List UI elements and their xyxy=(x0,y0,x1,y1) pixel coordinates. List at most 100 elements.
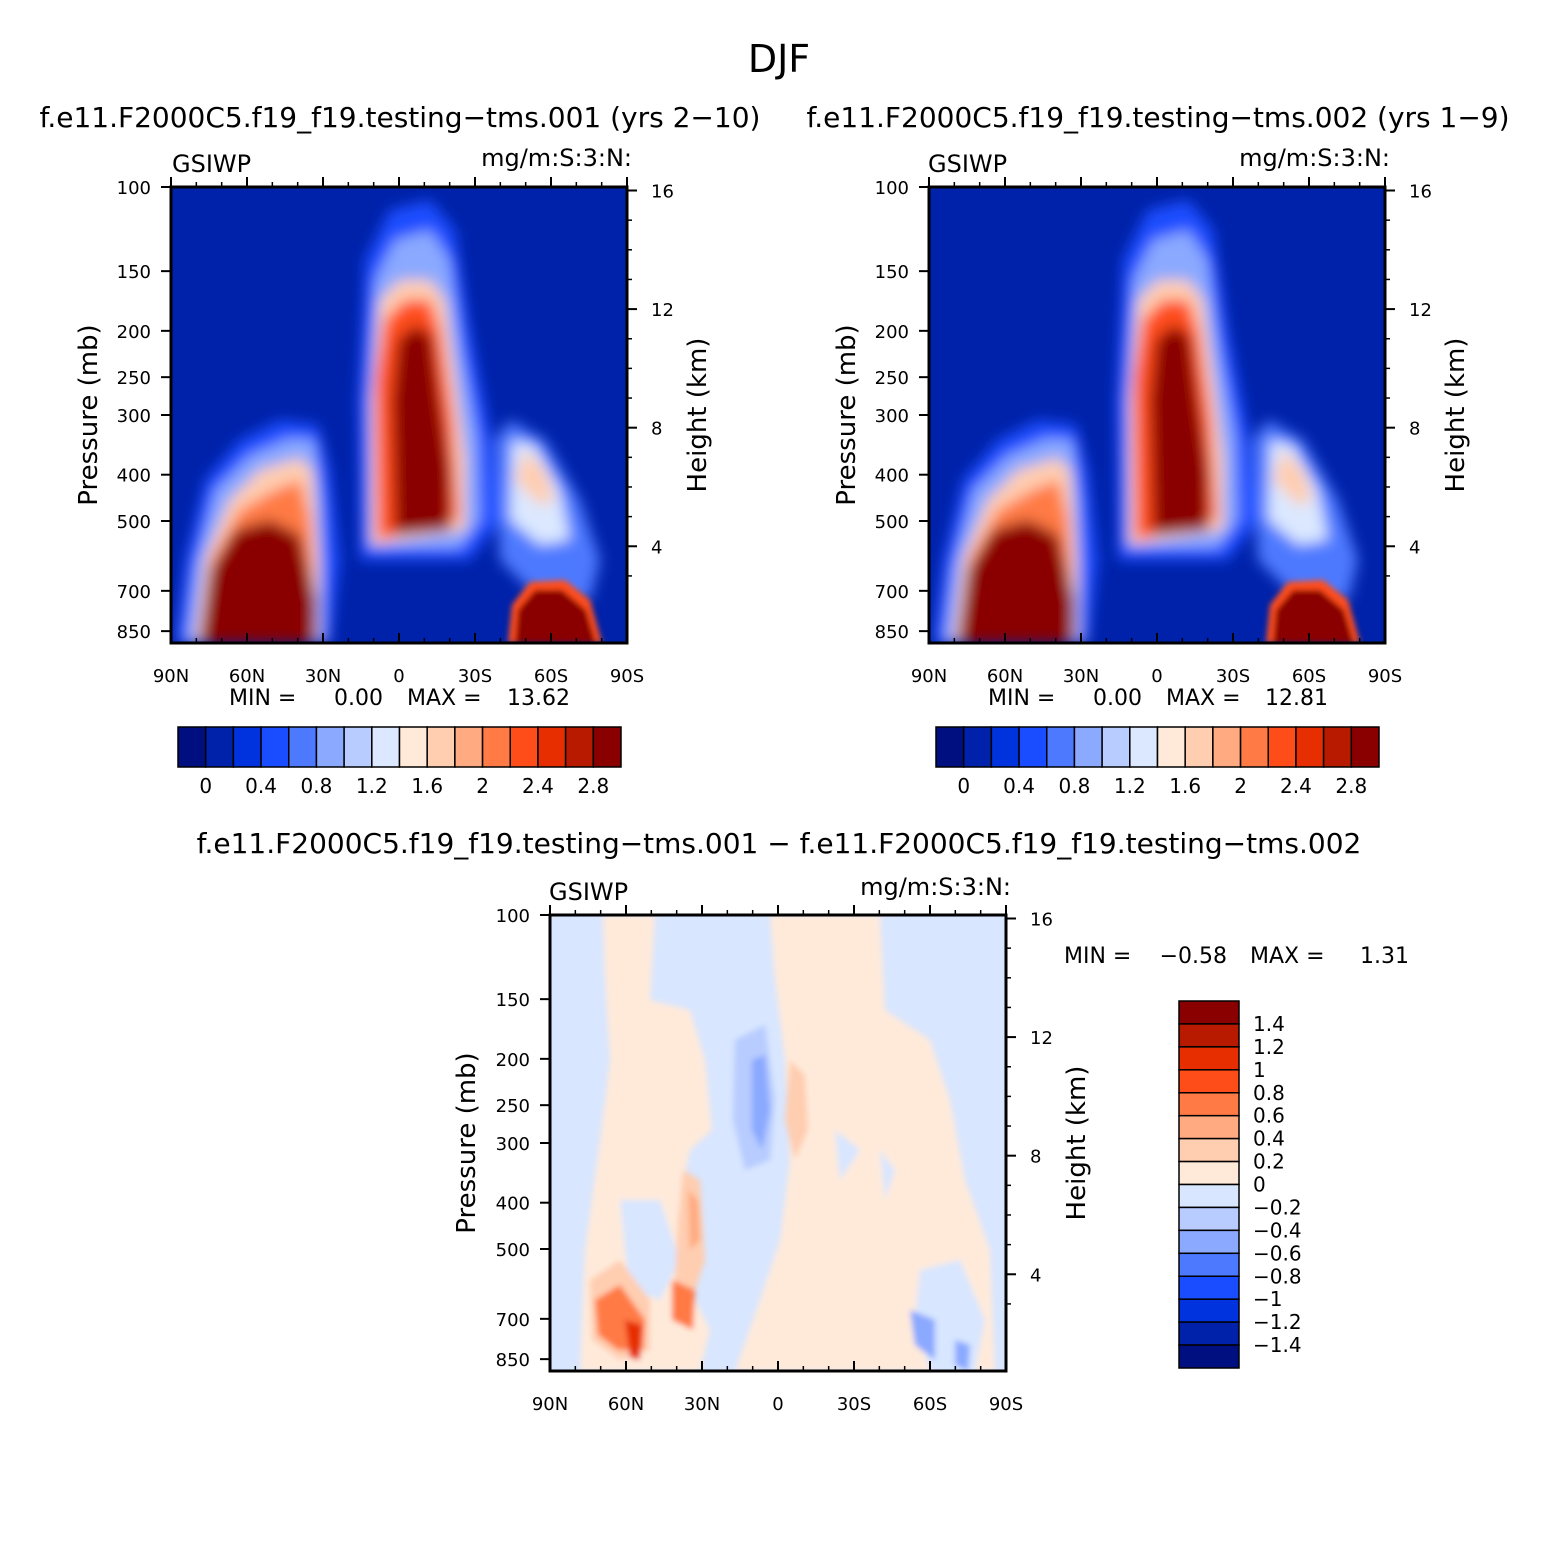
colorbar-box xyxy=(1178,1023,1240,1048)
colorbar-label: 2.8 xyxy=(577,774,609,798)
panel-a-colorbar: 0 0.4 0.8 1.2 1.6 2 2.4 2.8 xyxy=(177,726,622,798)
panel-b-ylabel-right: Height (km) xyxy=(1441,338,1471,493)
colorbar-box xyxy=(1350,726,1380,768)
y-tick-label: 100 xyxy=(496,906,530,927)
x-tick-label: 30N xyxy=(305,666,341,687)
colorbar-box xyxy=(398,726,428,768)
colorbar-box xyxy=(288,726,318,768)
panel-c-colorbar: 1.41.210.80.60.40.20−0.2−0.4−0.6−0.8−1−1… xyxy=(1178,1000,1302,1369)
y2-tick-label: 16 xyxy=(651,182,674,203)
x-tick-label: 90N xyxy=(911,666,947,687)
y-tick-label: 250 xyxy=(117,368,151,389)
colorbar-label: 0.8 xyxy=(1253,1081,1285,1105)
panel-c-contours xyxy=(550,915,1006,1371)
colorbar-label: 0.4 xyxy=(1253,1127,1285,1151)
panel-b-min-value: 0.00 xyxy=(1093,686,1142,711)
y-tick-label: 150 xyxy=(875,262,909,283)
colorbar-box xyxy=(1178,1000,1240,1025)
panel-c-ylabel: Pressure (mb) xyxy=(452,1052,482,1233)
colorbar-label: 0.6 xyxy=(1253,1104,1285,1128)
colorbar-label: 1.2 xyxy=(1253,1035,1285,1059)
colorbar-box xyxy=(371,726,401,768)
panel-a-contours xyxy=(171,187,627,643)
x-tick-label: 60S xyxy=(913,1394,947,1415)
y-tick-label: 400 xyxy=(117,466,151,487)
colorbar-box xyxy=(1322,726,1353,768)
colorbar-box xyxy=(315,726,345,768)
x-tick-label: 30N xyxy=(684,1394,720,1415)
panel-b-max-value: 12.81 xyxy=(1265,686,1328,711)
colorbar-box xyxy=(232,726,262,768)
colorbar-box xyxy=(1046,726,1076,768)
colorbar-label: 2.4 xyxy=(522,774,554,798)
colorbar-box xyxy=(454,726,484,768)
y-tick-label: 700 xyxy=(117,582,151,603)
y-tick-label: 700 xyxy=(875,582,909,603)
x-tick-label: 0 xyxy=(393,666,404,687)
colorbar-box xyxy=(1156,726,1186,768)
colorbar-box xyxy=(592,726,622,768)
y2-tick-label: 4 xyxy=(651,537,662,558)
x-tick-label: 90S xyxy=(610,666,644,687)
panel-c-max-value: 1.31 xyxy=(1360,944,1409,969)
panel-b-ylabel: Pressure (mb) xyxy=(832,324,862,505)
colorbar-box xyxy=(1101,726,1131,768)
x-tick-label: 60S xyxy=(534,666,568,687)
x-tick-label: 90S xyxy=(989,1394,1023,1415)
panel-a-max-label: MAX = xyxy=(407,686,482,711)
y2-tick-label: 8 xyxy=(651,419,662,440)
colorbar-label: 0 xyxy=(199,774,212,798)
panel-a-title: f.e11.F2000C5.f19_f19.testing−tms.001 (y… xyxy=(40,101,761,134)
panel-a-left-label: GSIWP xyxy=(172,150,251,178)
colorbar-box xyxy=(426,726,456,768)
colorbar-box xyxy=(1267,726,1297,768)
x-tick-label: 60N xyxy=(987,666,1023,687)
colorbar-box xyxy=(1178,1183,1240,1209)
colorbar-box xyxy=(1129,726,1159,768)
colorbar-label: 1.6 xyxy=(411,774,443,798)
colorbar-label: 0.2 xyxy=(1253,1150,1285,1174)
y2-tick-label: 16 xyxy=(1409,182,1432,203)
y-tick-label: 850 xyxy=(117,622,151,643)
y2-tick-label: 12 xyxy=(651,300,674,321)
y2-tick-label: 4 xyxy=(1030,1265,1041,1286)
colorbar-box xyxy=(1178,1092,1240,1117)
colorbar-box xyxy=(177,726,207,768)
y-tick-label: 500 xyxy=(875,512,909,533)
colorbar-label: 0.4 xyxy=(245,774,277,798)
y-tick-label: 250 xyxy=(875,368,909,389)
colorbar-label: −0.4 xyxy=(1253,1218,1302,1242)
colorbar-label: 1.6 xyxy=(1169,774,1201,798)
panel-a-right-label: mg/m:S:3:N: xyxy=(481,144,632,172)
panel-a-min-label: MIN = xyxy=(229,686,296,711)
colorbar-box xyxy=(1018,726,1048,768)
colorbar-box xyxy=(1178,1275,1240,1300)
x-tick-label: 60S xyxy=(1292,666,1326,687)
colorbar-box xyxy=(990,726,1020,768)
y2-tick-label: 4 xyxy=(1409,537,1420,558)
colorbar-label: 0.8 xyxy=(1059,774,1091,798)
colorbar-label: 0 xyxy=(957,774,970,798)
y-tick-label: 300 xyxy=(117,406,151,427)
y-tick-label: 200 xyxy=(496,1050,530,1071)
colorbar-box xyxy=(204,726,235,768)
panel-c-min-label: MIN = xyxy=(1064,944,1131,969)
colorbar-label: 0.8 xyxy=(301,774,333,798)
x-tick-label: 60N xyxy=(608,1394,644,1415)
y-tick-label: 500 xyxy=(117,512,151,533)
colorbar-box xyxy=(935,726,965,768)
colorbar-label: −1.2 xyxy=(1253,1310,1302,1334)
y2-tick-label: 12 xyxy=(1030,1028,1053,1049)
colorbar-box xyxy=(537,726,567,768)
panel-a-min-value: 0.00 xyxy=(334,686,383,711)
colorbar-label: 1 xyxy=(1253,1058,1266,1082)
colorbar-label: 2.4 xyxy=(1280,774,1312,798)
colorbar-box xyxy=(1178,1206,1240,1232)
panel-a-ylabel-right: Height (km) xyxy=(683,338,713,493)
panel-b-max-label: MAX = xyxy=(1166,686,1241,711)
colorbar-box xyxy=(509,726,539,768)
panel-b: f.e11.F2000C5.f19_f19.testing−tms.002 (y… xyxy=(806,101,1509,798)
colorbar-box xyxy=(1073,726,1103,768)
y-tick-label: 700 xyxy=(496,1310,530,1331)
x-tick-label: 90S xyxy=(1368,666,1402,687)
